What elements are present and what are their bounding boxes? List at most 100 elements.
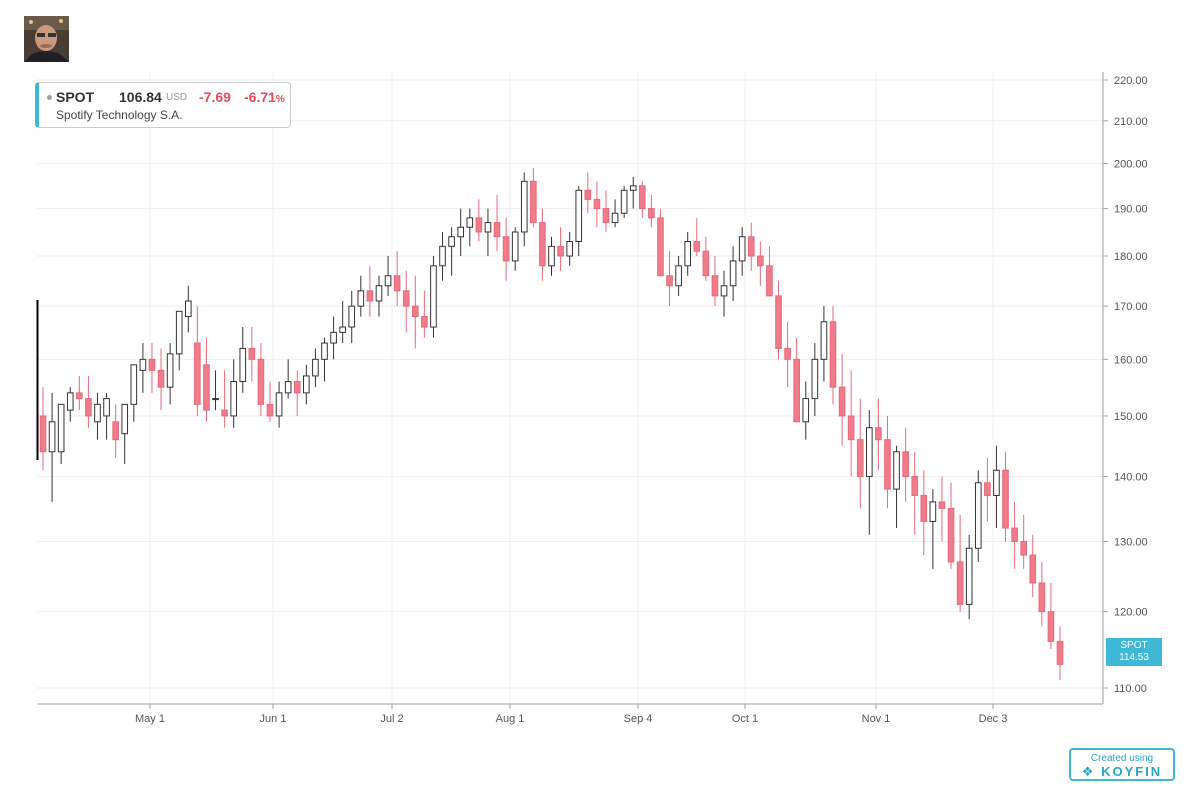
avatar [24, 16, 69, 62]
candle [1002, 451, 1009, 542]
candle [339, 301, 346, 344]
price-change-percent: -6.71% [244, 89, 285, 105]
candle-body [530, 180, 537, 224]
candle-body [203, 364, 210, 411]
candle [657, 208, 664, 277]
candle-body [684, 241, 692, 267]
candle [502, 217, 510, 281]
candle-body [557, 245, 564, 257]
candle [139, 343, 147, 393]
candle-body [348, 305, 356, 328]
candle [1047, 582, 1055, 650]
candle-body [884, 439, 891, 490]
candle [802, 381, 810, 440]
candle-body [239, 347, 247, 383]
candle-body [657, 217, 664, 277]
candle [675, 256, 682, 296]
created-using-text: Created using [1090, 753, 1154, 764]
candle-body [411, 305, 419, 318]
candle [884, 415, 891, 509]
y-tick-label: 190.00 [1114, 204, 1148, 216]
candle [729, 246, 737, 302]
candle [221, 370, 228, 428]
candle [475, 199, 483, 242]
currency: USD [166, 92, 188, 103]
candle-body [139, 358, 147, 371]
koyfin-mark-icon: ❖ [1081, 764, 1096, 779]
y-tick-label: 160.00 [1114, 354, 1148, 366]
candle-body [402, 290, 410, 307]
candle [103, 392, 110, 440]
candle-body [248, 347, 256, 360]
candle-body [393, 275, 401, 292]
candle-body [984, 482, 991, 496]
chart-grid [37, 72, 1108, 709]
candle [94, 392, 101, 440]
candle-body [293, 381, 301, 394]
candle [847, 370, 855, 477]
candle [39, 387, 47, 471]
candle [738, 227, 746, 276]
candle [965, 534, 973, 620]
candle-body [974, 482, 982, 549]
koyfin-badge[interactable]: Created using ❖ KOYFIN [1069, 748, 1175, 781]
candle [293, 370, 301, 416]
candle [575, 185, 583, 257]
candle [157, 348, 165, 411]
price-change: -7.69 [199, 89, 231, 105]
candle [775, 280, 782, 360]
candle [1029, 534, 1037, 598]
y-tick-label: 110.00 [1114, 683, 1147, 695]
candle-body [720, 285, 728, 297]
candle [275, 381, 283, 428]
candle [720, 270, 728, 317]
candle-body [865, 427, 873, 477]
koyfin-logo: ❖ KOYFIN [1071, 764, 1173, 780]
candle-body [430, 265, 437, 328]
candle [856, 398, 864, 509]
ticker-info-box[interactable]: SPOT 106.84 USD -7.69 -6.71% Spotify Tec… [35, 82, 291, 128]
candle-body [693, 241, 701, 252]
candle-body [121, 403, 129, 435]
candle-body [39, 415, 47, 453]
x-tick-label: Oct 1 [732, 713, 758, 725]
avatar-image [24, 16, 69, 62]
candle [384, 256, 392, 296]
candle-body [784, 347, 791, 360]
candle-body [1029, 554, 1037, 584]
candle-body [820, 321, 828, 360]
x-tick-label: Sep 4 [624, 713, 653, 725]
candle [947, 482, 955, 569]
x-tick-label: May 1 [135, 713, 165, 725]
candle [248, 327, 256, 382]
candle [130, 364, 138, 422]
candle-body [856, 439, 864, 477]
x-tick-label: Nov 1 [862, 713, 891, 725]
candle [493, 194, 501, 252]
candle-body [493, 222, 501, 238]
pct-value: -6.71 [244, 89, 276, 105]
candle-body [929, 501, 937, 522]
candle [902, 427, 909, 502]
candle [1038, 561, 1046, 627]
candle [593, 181, 601, 228]
candle-body [602, 208, 610, 224]
candle-body [66, 392, 74, 411]
candle [112, 404, 119, 458]
candle-body [166, 353, 174, 388]
candle [121, 403, 129, 465]
candle-body [130, 364, 138, 405]
candle [875, 398, 882, 471]
candle-body [284, 381, 292, 394]
series-dot-icon [47, 95, 52, 100]
y-tick-label: 140.00 [1114, 471, 1148, 483]
candle [266, 381, 274, 422]
candle-body [875, 427, 882, 441]
candle [239, 327, 247, 393]
candle [48, 392, 56, 502]
candle [303, 364, 310, 405]
candle [584, 172, 592, 214]
candle-body [893, 451, 900, 490]
candle-body [230, 381, 238, 417]
